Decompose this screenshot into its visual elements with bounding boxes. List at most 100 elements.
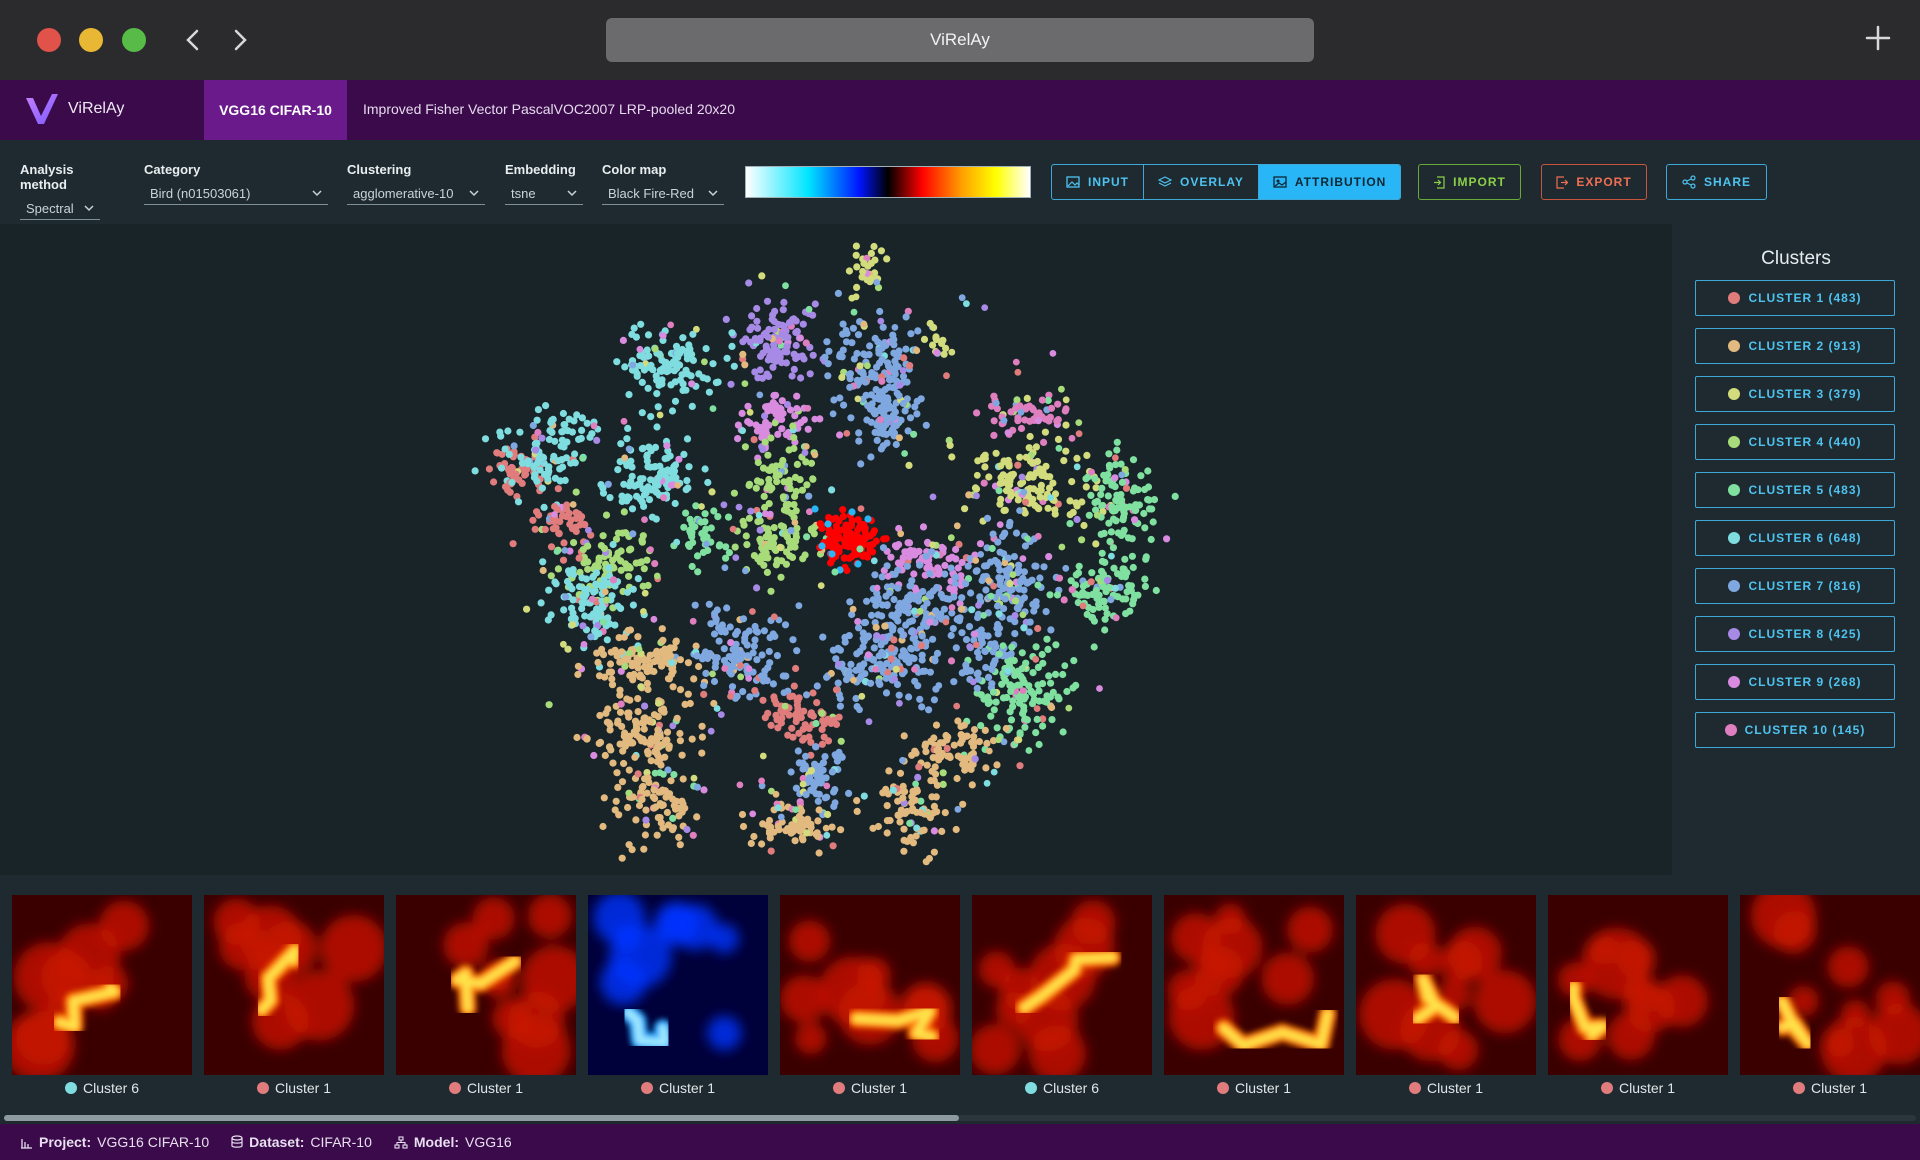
- embedding-point[interactable]: [793, 460, 802, 468]
- embedding-point[interactable]: [963, 300, 970, 308]
- embedding-point[interactable]: [792, 341, 800, 350]
- embedding-point[interactable]: [906, 362, 914, 370]
- embedding-point[interactable]: [799, 836, 807, 844]
- attribution-thumbnail[interactable]: [204, 895, 384, 1075]
- embedding-point[interactable]: [919, 523, 928, 531]
- embedding-point[interactable]: [914, 773, 922, 782]
- embedding-point[interactable]: [1015, 699, 1024, 707]
- embedding-point[interactable]: [1051, 510, 1059, 518]
- embedding-point[interactable]: [1129, 456, 1138, 464]
- embedding-point[interactable]: [903, 603, 912, 611]
- embedding-point[interactable]: [1035, 697, 1043, 705]
- embedding-point[interactable]: [602, 511, 611, 519]
- embedding-point[interactable]: [614, 466, 622, 474]
- embedding-point[interactable]: [770, 534, 778, 542]
- embedding-point[interactable]: [1015, 736, 1023, 744]
- embedding-point[interactable]: [596, 711, 604, 720]
- embedding-point[interactable]: [802, 791, 810, 799]
- embedding-point[interactable]: [727, 639, 735, 647]
- embedding-point[interactable]: [853, 797, 861, 805]
- embedding-point[interactable]: [760, 561, 768, 569]
- selected-point[interactable]: [850, 545, 858, 553]
- embedding-point[interactable]: [814, 832, 822, 841]
- embedding-point[interactable]: [824, 372, 832, 380]
- embedding-point[interactable]: [990, 431, 998, 439]
- embedding-point[interactable]: [958, 294, 966, 302]
- embedding-point[interactable]: [1018, 473, 1026, 481]
- embedding-point[interactable]: [641, 831, 650, 839]
- selected-point[interactable]: [853, 550, 861, 558]
- embedding-point[interactable]: [954, 564, 962, 572]
- embedding-point[interactable]: [754, 518, 762, 526]
- embedding-point[interactable]: [721, 628, 729, 636]
- embedding-point[interactable]: [791, 492, 799, 500]
- embedding-point[interactable]: [894, 584, 902, 592]
- embedding-point[interactable]: [1096, 685, 1103, 692]
- embedding-point[interactable]: [1029, 473, 1037, 481]
- embedding-point[interactable]: [761, 503, 769, 512]
- embedding-point[interactable]: [774, 804, 782, 812]
- embedding-point[interactable]: [664, 675, 673, 683]
- embedding-point[interactable]: [819, 759, 828, 767]
- embedding-point[interactable]: [821, 753, 829, 761]
- embedding-point[interactable]: [978, 639, 987, 647]
- attribution-thumbnail[interactable]: [1740, 895, 1920, 1075]
- embedding-point[interactable]: [759, 752, 767, 760]
- highlighted-point[interactable]: [824, 520, 832, 528]
- embedding-point[interactable]: [498, 464, 506, 472]
- selected-point[interactable]: [841, 541, 850, 550]
- embedding-point[interactable]: [810, 530, 818, 538]
- embedding-point[interactable]: [544, 465, 552, 473]
- embedding-point[interactable]: [1028, 404, 1036, 412]
- embedding-point[interactable]: [560, 539, 568, 547]
- embedding-point[interactable]: [966, 643, 974, 650]
- embedding-point[interactable]: [783, 343, 791, 351]
- cluster-button-10[interactable]: CLUSTER 10 (145): [1695, 712, 1895, 748]
- embedding-point[interactable]: [1141, 485, 1149, 494]
- embedding-point[interactable]: [709, 405, 717, 412]
- embedding-point[interactable]: [709, 670, 716, 678]
- embedding-point[interactable]: [799, 780, 807, 788]
- embedding-point[interactable]: [1015, 585, 1023, 593]
- embedding-point[interactable]: [879, 650, 887, 658]
- embedding-point[interactable]: [964, 562, 972, 570]
- embedding-point[interactable]: [858, 692, 866, 700]
- embedding-point[interactable]: [913, 410, 921, 418]
- embedding-point[interactable]: [781, 530, 789, 538]
- embedding-point[interactable]: [798, 352, 806, 360]
- embedding-point[interactable]: [788, 372, 796, 380]
- embedding-point[interactable]: [905, 539, 914, 547]
- embedding-point[interactable]: [776, 353, 784, 361]
- attribution-thumbnail[interactable]: [396, 895, 576, 1075]
- embedding-point[interactable]: [579, 593, 587, 601]
- embedding-point[interactable]: [758, 777, 765, 785]
- embedding-point[interactable]: [1013, 396, 1021, 404]
- embedding-point[interactable]: [995, 650, 1003, 658]
- embedding-point[interactable]: [670, 771, 678, 779]
- selected-point[interactable]: [844, 535, 852, 543]
- embedding-point[interactable]: [861, 618, 870, 627]
- embedding-point[interactable]: [749, 810, 757, 818]
- embedding-point[interactable]: [1075, 591, 1083, 599]
- embedding-point[interactable]: [578, 426, 586, 434]
- embedding-point[interactable]: [617, 440, 625, 448]
- embedding-point[interactable]: [973, 471, 981, 479]
- embedding-point[interactable]: [986, 558, 995, 566]
- highlighted-point[interactable]: [811, 505, 819, 513]
- embedding-point[interactable]: [925, 706, 933, 714]
- embedding-point[interactable]: [641, 702, 649, 710]
- embedding-point[interactable]: [1020, 568, 1028, 576]
- embedding-point[interactable]: [1120, 526, 1128, 534]
- embedding-point[interactable]: [962, 636, 971, 644]
- embedding-point[interactable]: [545, 435, 554, 444]
- embedding-point[interactable]: [594, 621, 602, 630]
- embedding-point[interactable]: [869, 656, 878, 664]
- embedding-point[interactable]: [815, 849, 823, 857]
- embedding-point[interactable]: [621, 662, 629, 670]
- embedding-point[interactable]: [846, 375, 854, 383]
- embedding-point[interactable]: [655, 699, 663, 707]
- embedding-point[interactable]: [818, 709, 826, 717]
- embedding-point[interactable]: [1039, 715, 1047, 723]
- embedding-point[interactable]: [896, 381, 904, 389]
- embedding-point[interactable]: [741, 634, 749, 642]
